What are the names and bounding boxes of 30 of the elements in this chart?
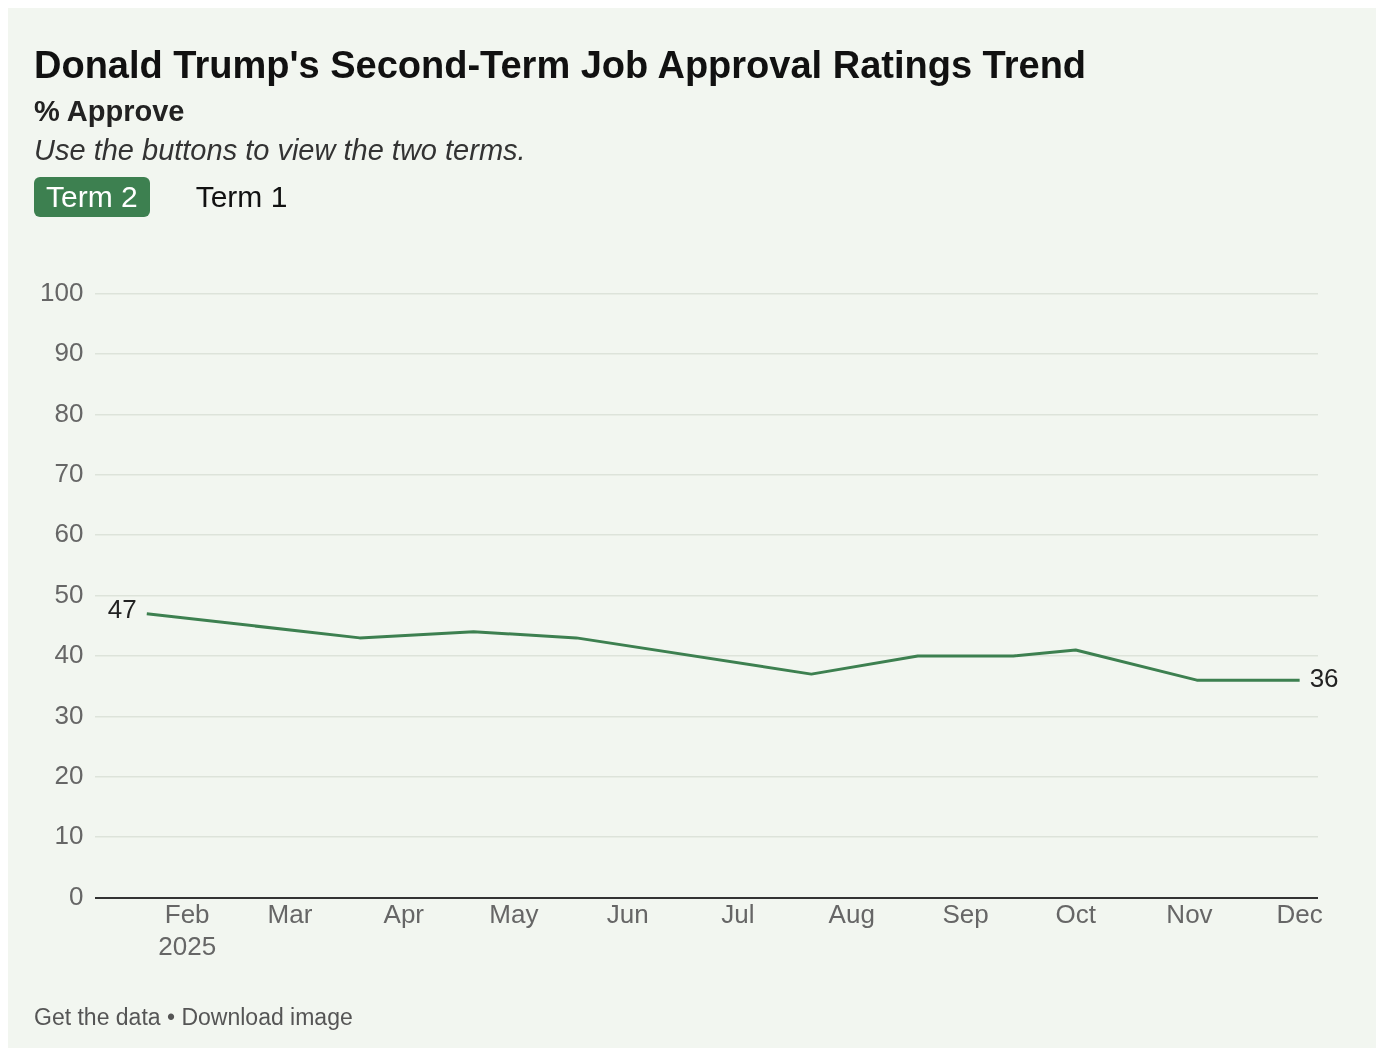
y-tick-label: 50 (54, 578, 84, 609)
y-tick-label: 80 (54, 397, 84, 428)
y-tick-label: 10 (54, 820, 84, 851)
text: Term 1 (194, 179, 289, 215)
chart-subtitle: % Approve (34, 95, 186, 128)
x-tick-label: Mar (267, 899, 313, 930)
y-tick-label: 70 (54, 457, 84, 488)
data-label: 47 (107, 593, 137, 624)
x-tick-label: Oct (1055, 899, 1097, 930)
x-tick-label: May (489, 899, 539, 930)
text: Term 2 (34, 177, 150, 217)
x-tick-label: Jul (721, 899, 755, 930)
y-tick-label: 100 (39, 276, 84, 307)
y-tick-label: 20 (54, 759, 84, 790)
data-label: 36 (1309, 663, 1339, 694)
y-tick-label: 90 (54, 337, 84, 368)
y-tick-label: 30 (54, 699, 84, 730)
y-tick-label: 40 (54, 639, 84, 670)
y-tick-label: 60 (54, 518, 84, 549)
x-tick-label: Nov (1166, 899, 1213, 930)
text: Get the data • Download image (34, 1004, 353, 1031)
x-tick-label: Jun (606, 899, 649, 930)
x-tick-label: Dec (1276, 899, 1323, 930)
y-tick-label: 0 (68, 880, 84, 911)
x-tick-label: Feb 2025 (158, 899, 217, 961)
x-tick-label: Aug (828, 899, 875, 930)
x-tick-label: Apr (383, 899, 425, 930)
x-tick-label: Sep (942, 899, 989, 930)
text: Use the buttons to view the two terms. (34, 134, 527, 167)
chart-title: Donald Trump's Second-Term Job Approval Ratings Trend (34, 44, 1087, 87)
